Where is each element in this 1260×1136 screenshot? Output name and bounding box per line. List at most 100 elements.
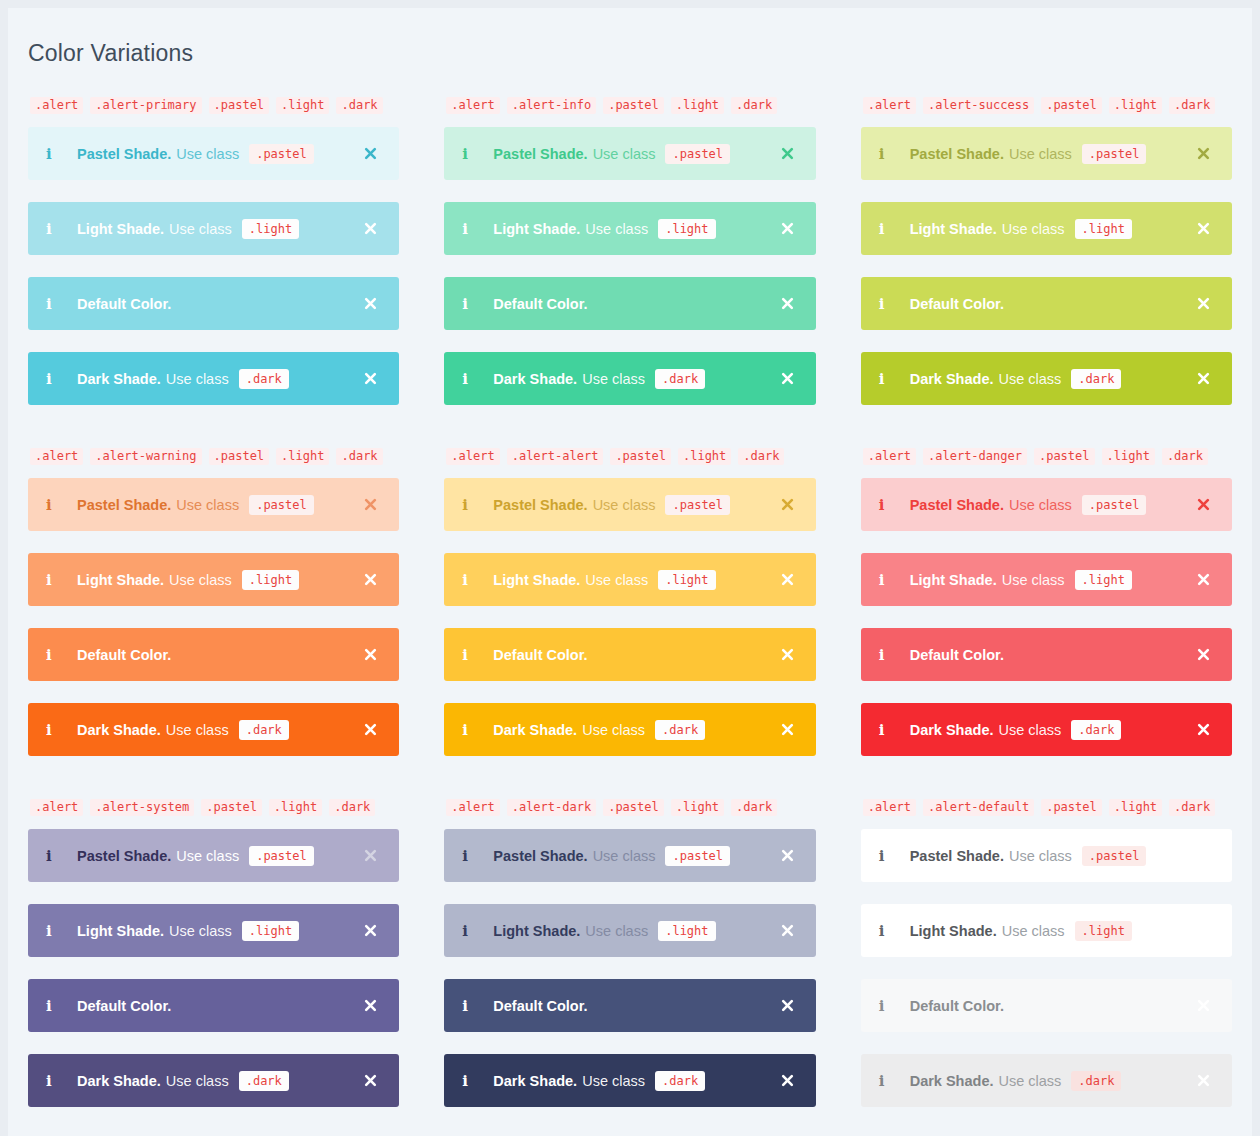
alert-title: Light Shade. xyxy=(493,572,580,588)
class-badge: .light xyxy=(242,570,299,590)
close-icon xyxy=(781,723,794,736)
alert-system-pastel: i Pastel Shade. Use class .pastel xyxy=(28,829,399,882)
close-button[interactable] xyxy=(362,295,379,312)
group-rows: i Pastel Shade. Use class .pastel i Ligh… xyxy=(444,478,815,756)
close-button[interactable] xyxy=(779,295,796,312)
class-badge: .light xyxy=(242,921,299,941)
close-icon xyxy=(781,999,794,1012)
info-icon: i xyxy=(46,295,62,313)
close-button[interactable] xyxy=(362,370,379,387)
close-button[interactable] xyxy=(779,496,796,513)
code-chip: .pastel xyxy=(1041,799,1102,816)
code-chip: .pastel xyxy=(209,448,270,465)
class-badge: .pastel xyxy=(665,495,730,515)
close-button[interactable] xyxy=(1195,847,1212,864)
class-badge: .light xyxy=(658,570,715,590)
alert-group-success: .alert.alert-success.pastel.light.dark i… xyxy=(861,97,1232,405)
close-icon xyxy=(781,498,794,511)
alert-desc: Use class xyxy=(998,722,1061,738)
alert-warning-light: i Light Shade. Use class .light xyxy=(28,553,399,606)
class-badge: .pastel xyxy=(1082,495,1147,515)
close-icon xyxy=(364,573,377,586)
close-icon xyxy=(781,924,794,937)
alert-dark-dark: i Dark Shade. Use class .dark xyxy=(444,1054,815,1107)
close-button[interactable] xyxy=(779,922,796,939)
close-button[interactable] xyxy=(362,922,379,939)
close-button[interactable] xyxy=(779,220,796,237)
alert-group-system: .alert.alert-system.pastel.light.dark i … xyxy=(28,799,399,1107)
close-icon xyxy=(1197,1074,1210,1087)
close-icon xyxy=(364,849,377,862)
close-icon xyxy=(781,1074,794,1087)
alert-desc: Use class xyxy=(582,722,645,738)
page-title: Color Variations xyxy=(28,40,1232,67)
alert-alert-default: i Default Color. xyxy=(444,628,815,681)
close-button[interactable] xyxy=(1195,1072,1212,1089)
close-button[interactable] xyxy=(779,370,796,387)
close-button[interactable] xyxy=(779,721,796,738)
close-button[interactable] xyxy=(362,571,379,588)
info-icon: i xyxy=(879,220,895,238)
alert-default-pastel: i Pastel Shade. Use class .pastel xyxy=(861,829,1232,882)
close-button[interactable] xyxy=(779,997,796,1014)
close-icon xyxy=(1197,999,1210,1012)
close-button[interactable] xyxy=(779,646,796,663)
close-button[interactable] xyxy=(362,496,379,513)
close-button[interactable] xyxy=(1195,220,1212,237)
close-button[interactable] xyxy=(779,1072,796,1089)
code-chip: .alert-primary xyxy=(90,97,201,114)
code-chip: .alert-danger xyxy=(923,448,1027,465)
class-badge: .dark xyxy=(239,369,289,389)
close-icon xyxy=(1197,573,1210,586)
info-icon: i xyxy=(46,370,62,388)
close-button[interactable] xyxy=(1195,997,1212,1014)
close-button[interactable] xyxy=(779,847,796,864)
alert-system-light: i Light Shade. Use class .light xyxy=(28,904,399,957)
alert-title: Pastel Shade. xyxy=(77,146,171,162)
code-chip: .dark xyxy=(336,97,382,114)
close-button[interactable] xyxy=(779,145,796,162)
close-icon xyxy=(781,372,794,385)
code-chip: .light xyxy=(269,799,322,816)
close-button[interactable] xyxy=(362,646,379,663)
info-icon: i xyxy=(879,496,895,514)
close-button[interactable] xyxy=(362,721,379,738)
alert-primary-light: i Light Shade. Use class .light xyxy=(28,202,399,255)
close-button[interactable] xyxy=(1195,370,1212,387)
close-button[interactable] xyxy=(362,847,379,864)
close-button[interactable] xyxy=(1195,295,1212,312)
close-button[interactable] xyxy=(1195,571,1212,588)
close-button[interactable] xyxy=(1195,646,1212,663)
group-rows: i Pastel Shade. Use class .pastel i Ligh… xyxy=(861,829,1232,1107)
close-button[interactable] xyxy=(1195,145,1212,162)
info-icon: i xyxy=(46,496,62,514)
code-chip: .alert xyxy=(446,97,499,114)
close-button[interactable] xyxy=(362,1072,379,1089)
close-button[interactable] xyxy=(1195,922,1212,939)
alert-desc: Use class xyxy=(585,572,648,588)
groups-grid: .alert .alert-primary .pastel .light .dark i… xyxy=(28,97,1232,1136)
close-icon xyxy=(1197,648,1210,661)
class-badge: .light xyxy=(1075,921,1132,941)
close-icon xyxy=(1197,723,1210,736)
alert-title: Pastel Shade. xyxy=(910,848,1004,864)
close-button[interactable] xyxy=(362,145,379,162)
close-button[interactable] xyxy=(362,997,379,1014)
info-icon: i xyxy=(462,847,478,865)
close-button[interactable] xyxy=(1195,496,1212,513)
close-icon xyxy=(781,147,794,160)
color-variations-page: Color Variations .alert .alert-primary .pa… xyxy=(8,8,1252,1136)
close-icon xyxy=(364,924,377,937)
close-button[interactable] xyxy=(779,571,796,588)
close-button[interactable] xyxy=(1195,721,1212,738)
alert-title: Light Shade. xyxy=(77,923,164,939)
alert-default-default: i Default Color. xyxy=(861,979,1232,1032)
code-chip: .alert-success xyxy=(923,97,1034,114)
alert-dark-default: i Default Color. xyxy=(444,979,815,1032)
code-chip: .light xyxy=(671,799,724,816)
close-button[interactable] xyxy=(362,220,379,237)
alert-title: Dark Shade. xyxy=(910,371,994,387)
alert-group-default: .alert.alert-default.pastel.light.dark i… xyxy=(861,799,1232,1107)
alert-alert-dark: i Dark Shade. Use class .dark xyxy=(444,703,815,756)
class-badge: .dark xyxy=(239,720,289,740)
